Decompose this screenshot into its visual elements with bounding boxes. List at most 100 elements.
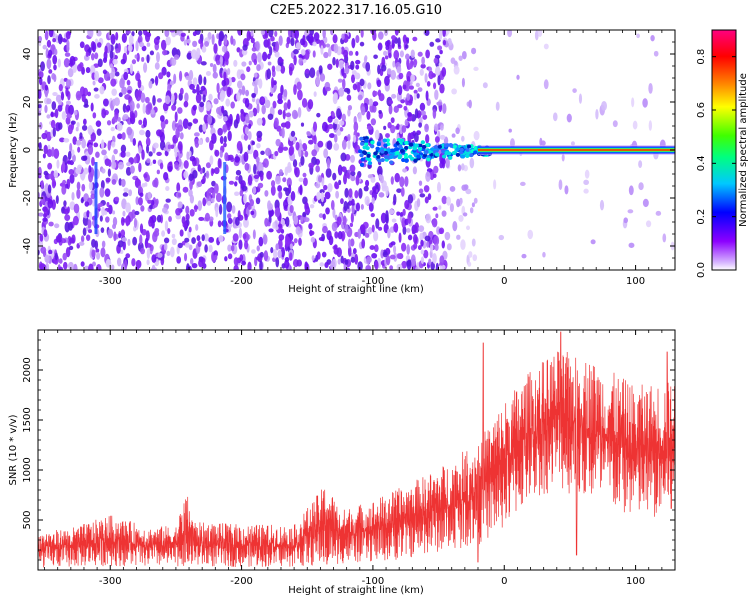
spectrogram-cell <box>233 264 239 270</box>
spectrogram-cell <box>344 187 349 198</box>
spectrogram-cell <box>54 108 59 119</box>
spectrogram-cell <box>433 235 440 246</box>
spectrogram-cell <box>425 134 430 144</box>
spectrogram-cell <box>303 177 308 187</box>
spectrogram-cell <box>405 81 411 86</box>
spectrogram-cell <box>213 254 218 261</box>
spectrogram-cell <box>348 50 354 56</box>
spectrogram-cell <box>43 170 49 176</box>
spectrogram-cell <box>290 130 296 137</box>
spectrogram-cell <box>137 78 142 89</box>
spectrogram-y-tick-label: 40 <box>22 48 33 61</box>
spectrogram-cell <box>92 112 97 119</box>
spectrogram-cell <box>259 251 264 258</box>
spectrogram-cell <box>120 150 126 158</box>
spectrogram-cell <box>155 198 159 206</box>
spectrogram-cell <box>452 220 458 232</box>
spectrogram-cell <box>179 229 184 237</box>
spectrogram-cell <box>71 149 75 156</box>
spectrogram-cell <box>154 75 159 86</box>
spectrogram-cell <box>208 93 213 101</box>
spectrogram-cell <box>218 204 223 215</box>
spectrogram-cell <box>283 199 289 210</box>
spectrogram-cell <box>285 187 290 197</box>
spectrogram-cell <box>152 95 156 106</box>
spectrogram-cell <box>447 38 452 44</box>
spectrogram-cell <box>413 132 419 143</box>
spectrogram-cell <box>167 227 171 235</box>
spectrogram-cell <box>122 113 129 120</box>
spectrogram-cell <box>328 235 334 246</box>
snr-series-line <box>38 331 675 568</box>
spectrogram-cell <box>58 266 63 270</box>
spectrogram-cell <box>173 54 180 60</box>
spectrogram-cell <box>177 107 183 114</box>
spectrogram-cell <box>161 66 167 76</box>
spectrogram-cell <box>78 241 85 246</box>
spectrogram-cell <box>378 192 385 198</box>
spectrogram-cell <box>316 191 321 201</box>
spectrogram-cell <box>346 202 350 209</box>
spectrogram-cell <box>424 73 428 83</box>
spectrogram-cell <box>300 155 305 166</box>
spectrogram-cell <box>355 59 361 65</box>
spectrogram-cell <box>127 44 133 52</box>
spectrogram-cell <box>277 98 283 105</box>
spectrogram-cell <box>412 36 418 42</box>
spectrogram-cell <box>402 208 406 216</box>
spectrogram-cell <box>87 229 93 234</box>
spectrogram-signal-cell <box>369 144 375 149</box>
spectrogram-cell <box>278 234 285 241</box>
spectrogram-cell <box>197 164 201 172</box>
spectrogram-cell <box>441 240 445 249</box>
spectrogram-signal-cell <box>397 153 403 158</box>
spectrogram-cell <box>255 256 262 261</box>
spectrogram-cell <box>103 210 108 216</box>
snr-x-tick-label: 0 <box>501 576 507 587</box>
spectrogram-cell <box>461 184 468 191</box>
spectrogram-cell <box>223 142 227 148</box>
spectrogram-signal-cell <box>401 158 406 163</box>
spectrogram-cell <box>287 30 292 38</box>
spectrogram-cell <box>655 210 662 216</box>
spectrogram-cell <box>170 246 175 258</box>
spectrogram-cell <box>341 139 347 150</box>
spectrogram-cell <box>400 186 405 197</box>
spectrogram-cell <box>146 42 151 47</box>
spectrogram-cell <box>66 113 72 119</box>
spectrogram-cell <box>402 168 408 173</box>
spectrogram-cell <box>421 56 425 65</box>
spectrogram-cell <box>413 93 417 101</box>
spectrogram-cell <box>294 30 300 40</box>
spectrogram-cell <box>167 165 173 171</box>
spectrogram-cell <box>168 215 172 223</box>
spectrogram-cell <box>140 205 145 212</box>
spectrogram-cell <box>308 139 314 145</box>
spectrogram-cell <box>218 30 225 42</box>
spectrogram-cell <box>398 232 402 243</box>
spectrogram-signal-cell <box>408 142 414 147</box>
spectrogram-cell <box>318 65 323 74</box>
spectrogram-cell <box>109 63 114 69</box>
spectrogram-cell <box>262 158 269 168</box>
spectrogram-cell <box>264 190 269 197</box>
spectrogram-cell <box>653 50 659 57</box>
spectrogram-cell <box>318 213 324 218</box>
spectrogram-cell <box>125 104 131 112</box>
spectrogram-cell <box>69 173 75 184</box>
spectrogram-cell <box>317 175 323 183</box>
spectrogram-cell <box>402 226 407 235</box>
spectrogram-cell <box>628 185 634 196</box>
spectrogram-cell <box>197 240 202 248</box>
spectrogram-cell <box>65 246 71 258</box>
spectrogram-cell <box>188 226 192 233</box>
spectrogram-cell <box>417 245 422 251</box>
spectrogram-signal-cell <box>448 155 453 160</box>
spectrogram-cell <box>73 263 78 270</box>
spectrogram-cell <box>38 76 43 86</box>
colorbar <box>711 29 737 271</box>
spectrogram-signal-cell <box>383 155 389 160</box>
spectrogram-cell <box>100 247 106 258</box>
spectrogram-cell <box>152 231 158 243</box>
spectrogram-cell <box>304 49 310 60</box>
